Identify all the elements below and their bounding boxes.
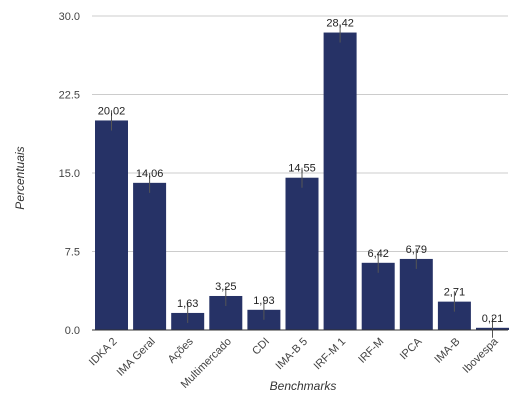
y-axis-title: Percentuais (13, 146, 27, 209)
x-tick-label: Ações (166, 335, 196, 365)
y-axis-ticks: 0.0 7.5 15.0 22.5 30.0 (59, 11, 80, 337)
y-tick-label: 30.0 (59, 11, 80, 23)
bar (95, 120, 128, 330)
data-label: 14,06 (136, 168, 164, 180)
x-tick-label: IRF-M (356, 336, 386, 366)
x-tick-label: IRF-M 1 (312, 336, 349, 373)
y-tick-label: 0.0 (65, 325, 80, 337)
x-tick-label: CDI (250, 336, 272, 358)
data-labels: 20,02 14,06 1,63 3,25 1,93 14,55 28,42 6,42 6,79… (98, 18, 503, 325)
bars (95, 32, 509, 331)
bar (285, 177, 319, 330)
data-label: 20,02 (98, 105, 126, 117)
data-label: 14,55 (288, 163, 316, 175)
x-tick-label: Ibovespa (461, 335, 502, 376)
data-label: 1,63 (177, 298, 198, 310)
x-tick-label: IMA-B (432, 336, 462, 366)
data-label: 6,79 (406, 244, 427, 256)
data-label: 28,42 (326, 18, 354, 30)
y-tick-label: 22.5 (59, 90, 80, 102)
data-label: 3,25 (215, 281, 236, 293)
bar (133, 182, 167, 330)
data-label: 1,93 (253, 295, 274, 307)
data-label: 6,42 (367, 248, 388, 260)
bar (247, 309, 281, 330)
x-tick-label: IPCA (398, 335, 425, 362)
data-label: 2,71 (444, 287, 465, 299)
x-tick-label: IMA-B 5 (274, 336, 311, 373)
data-label: 0,21 (482, 313, 503, 325)
x-axis-title: Benchmarks (270, 379, 337, 393)
x-tick-label: IMA Geral (115, 336, 158, 379)
y-tick-label: 15.0 (59, 168, 80, 180)
bar (361, 262, 395, 330)
x-tick-label: IDKA 2 (87, 336, 120, 369)
y-tick-label: 7.5 (65, 247, 80, 259)
bar (399, 258, 433, 330)
bar (323, 32, 357, 331)
error-bars (111, 24, 493, 338)
